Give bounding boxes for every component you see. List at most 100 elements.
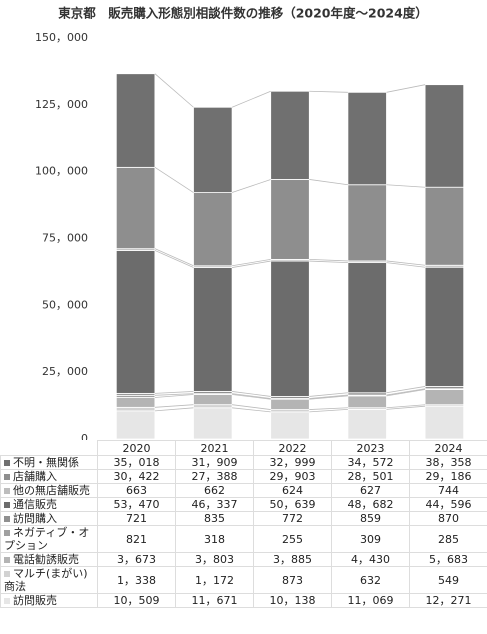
table-row: 電話勧誘販売 3，673 3，803 3，885 4，430 5，683 bbox=[0, 552, 487, 567]
row-label: ネガティブ・オプション bbox=[0, 525, 98, 553]
corner-cell bbox=[0, 440, 98, 456]
legend-swatch bbox=[4, 460, 10, 466]
connector-line bbox=[309, 395, 348, 400]
x-tick-label: 2022 bbox=[253, 440, 332, 456]
value-cell: 744 bbox=[409, 483, 487, 498]
connector-line bbox=[309, 260, 348, 264]
y-tick-label: 75，000 bbox=[42, 232, 88, 245]
row-label: 訪問購入 bbox=[0, 511, 98, 526]
bar-segment bbox=[424, 405, 465, 440]
bar-segment bbox=[424, 266, 465, 387]
table-row: 通信販売 53，470 46，337 50，639 48，682 44，596 bbox=[0, 497, 487, 512]
row-label: 通信販売 bbox=[0, 497, 98, 512]
row-label: 不明・無関係 bbox=[0, 455, 98, 470]
value-cell: 870 bbox=[409, 511, 487, 526]
connector-line bbox=[386, 389, 426, 397]
connector-line bbox=[386, 84, 426, 93]
legend-swatch bbox=[4, 530, 10, 536]
connector-line bbox=[309, 392, 348, 397]
legend-label: 訪問購入 bbox=[13, 512, 57, 525]
value-cell: 31，909 bbox=[175, 455, 254, 470]
connector-line bbox=[232, 260, 271, 268]
bar-segment bbox=[347, 184, 387, 262]
value-cell: 285 bbox=[409, 525, 487, 553]
legend-label: 不明・無関係 bbox=[13, 456, 79, 469]
row-label: 訪問販売 bbox=[0, 593, 98, 608]
value-cell: 11，069 bbox=[331, 593, 410, 608]
connector-line bbox=[154, 393, 194, 396]
value-cell: 627 bbox=[331, 483, 410, 498]
value-cell: 10，509 bbox=[97, 593, 176, 608]
table-row: 不明・無関係 35，018 31，909 32，999 34，572 38，358 bbox=[0, 455, 487, 470]
connector-line bbox=[154, 250, 194, 268]
table-row: マルチ(まがい)商法 1，338 1，172 873 632 549 bbox=[0, 566, 487, 594]
bar-segment bbox=[115, 406, 156, 412]
value-cell: 663 bbox=[97, 483, 176, 498]
connector-line bbox=[232, 393, 271, 399]
bar-segment bbox=[193, 394, 233, 406]
legend-label: 他の無店舗販売 bbox=[13, 484, 90, 497]
connector-line bbox=[386, 262, 426, 268]
y-tick-label: 0 bbox=[81, 432, 88, 440]
value-cell: 11，671 bbox=[175, 593, 254, 608]
value-cell: 255 bbox=[253, 525, 332, 553]
chart-title: 東京都 販売購入形態別相談件数の推移（2020年度～2024度） bbox=[58, 6, 428, 21]
connector-line bbox=[309, 179, 348, 186]
value-cell: 32，999 bbox=[253, 455, 332, 470]
bar-segment bbox=[193, 192, 233, 267]
value-cell: 29，186 bbox=[409, 469, 487, 484]
value-cell: 721 bbox=[97, 511, 176, 526]
x-tick-label: 2023 bbox=[331, 440, 410, 456]
connector-line bbox=[386, 184, 426, 188]
bar-segment bbox=[193, 407, 233, 440]
value-cell: 873 bbox=[253, 566, 332, 594]
connector-line bbox=[232, 407, 271, 413]
bar-segment bbox=[193, 106, 233, 193]
y-tick-label: 25，000 bbox=[42, 365, 88, 378]
value-cell: 27，388 bbox=[175, 469, 254, 484]
legend-swatch bbox=[4, 474, 10, 480]
header-row: 2020 2021 2022 2023 2024 bbox=[0, 440, 487, 456]
bar-segment bbox=[270, 398, 310, 410]
value-cell: 3，673 bbox=[97, 552, 176, 567]
y-tick-label: 100，000 bbox=[35, 165, 88, 178]
value-cell: 1，338 bbox=[97, 566, 176, 594]
value-cell: 624 bbox=[253, 483, 332, 498]
table-row: 訪問販売 10，509 11，671 10，138 11，069 12，271 bbox=[0, 593, 487, 608]
value-cell: 5，683 bbox=[409, 552, 487, 567]
data-table: 2020 2021 2022 2023 2024 不明・無関係 35，018 31，909 32… bbox=[0, 440, 487, 608]
bar-segment bbox=[424, 389, 465, 406]
connector-line bbox=[154, 248, 194, 267]
x-tick-label: 2021 bbox=[175, 440, 254, 456]
bar-segment bbox=[115, 410, 156, 440]
connector-line bbox=[386, 260, 426, 266]
connector-line bbox=[232, 391, 271, 397]
legend-label: 訪問販売 bbox=[13, 594, 57, 607]
legend-swatch bbox=[4, 516, 10, 522]
value-cell: 309 bbox=[331, 525, 410, 553]
row-label: 他の無店舗販売 bbox=[0, 483, 98, 498]
legend-swatch bbox=[4, 502, 10, 508]
bar-segment bbox=[347, 395, 387, 409]
legend-swatch bbox=[4, 598, 10, 604]
bar-segment bbox=[347, 409, 387, 440]
value-cell: 3，885 bbox=[253, 552, 332, 567]
connector-line bbox=[154, 394, 194, 398]
connector-line bbox=[232, 404, 271, 410]
connector-line bbox=[231, 90, 271, 108]
bar-segment bbox=[115, 250, 156, 394]
value-cell: 772 bbox=[253, 511, 332, 526]
value-cell: 38，358 bbox=[409, 455, 487, 470]
legend-label: 電話勧誘販売 bbox=[13, 553, 79, 566]
connector-line bbox=[386, 388, 426, 396]
value-cell: 44，596 bbox=[409, 497, 487, 512]
legend-label: 通信販売 bbox=[13, 498, 57, 511]
legend-swatch bbox=[4, 488, 10, 494]
legend-label: マルチ(まがい)商法 bbox=[4, 567, 88, 593]
value-cell: 1，172 bbox=[175, 566, 254, 594]
value-cell: 3，803 bbox=[175, 552, 254, 567]
connector-line bbox=[386, 386, 426, 394]
table-row: 他の無店舗販売 663 662 624 627 744 bbox=[0, 483, 487, 498]
value-cell: 662 bbox=[175, 483, 254, 498]
value-cell: 53，470 bbox=[97, 497, 176, 512]
